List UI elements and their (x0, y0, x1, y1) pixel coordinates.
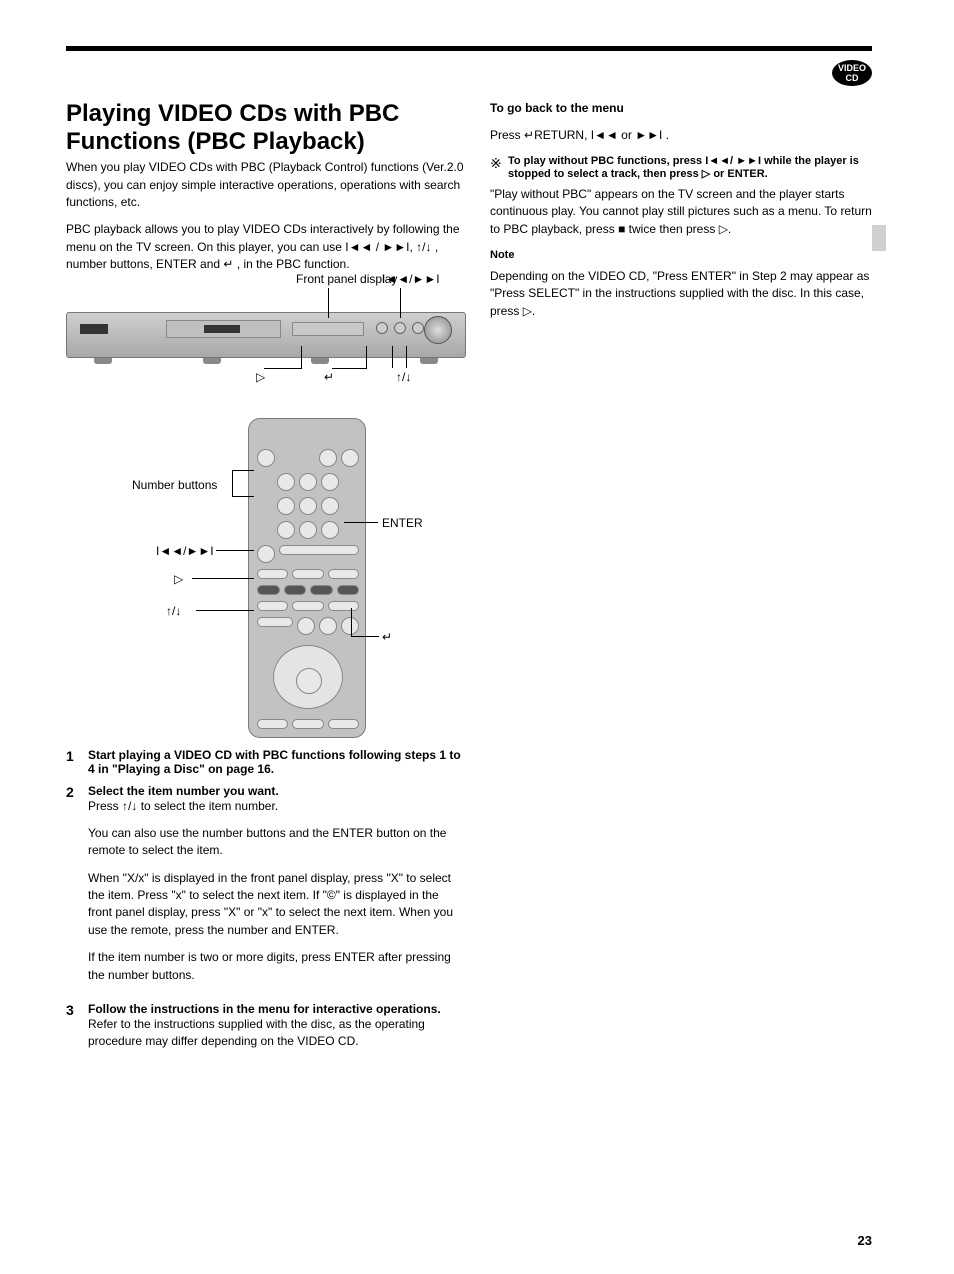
lead-return (366, 346, 367, 368)
rc-line-pn (216, 550, 254, 551)
step-num: 3 (66, 1002, 88, 1061)
step-body: Select the item number you want. (88, 784, 279, 798)
step-num: 2 (66, 784, 88, 995)
prev-icon: I◄◄ (345, 240, 372, 254)
return-heading: To go back to the menu (490, 100, 872, 117)
page-title: Playing VIDEO CDs with PBC Functions (PB… (66, 100, 466, 155)
up-icon: ↑ (122, 799, 128, 813)
prev-icon: I◄◄ (156, 544, 183, 558)
callout-play: ▷ (256, 370, 265, 384)
rc-enter: ENTER (382, 516, 423, 530)
rc-prev-next: I◄◄/►►I (156, 544, 214, 558)
player-buttons (376, 322, 424, 334)
player-jog-dial (424, 316, 452, 344)
step-body: Follow the instructions in the menu for … (88, 1002, 441, 1016)
rc-line-ret (351, 636, 379, 637)
rc-numbers: Number buttons (132, 478, 232, 492)
player-disc-slot (204, 325, 240, 333)
remote-body (248, 418, 366, 738)
next-icon: ►►I (412, 272, 439, 286)
rc-line-enter (344, 522, 378, 523)
tip-row: ※ To play without PBC functions, press I… (490, 155, 872, 180)
prev-icon: I◄◄ (591, 128, 618, 142)
top-rule (66, 46, 872, 51)
return-icon: ↵ (382, 630, 392, 644)
play-icon: ▷ (256, 370, 265, 384)
return-icon: ↵ (223, 257, 233, 271)
play-icon: ▷ (174, 572, 183, 586)
page-side-tab (872, 225, 886, 251)
page-number: 23 (858, 1233, 872, 1248)
step-detail: When "X/x" is displayed in the front pan… (88, 870, 466, 940)
lead-play (301, 346, 302, 368)
down-icon: ↓ (131, 799, 137, 813)
video-cd-badge: VIDEO CD (832, 60, 872, 86)
badge-line2: CD (845, 73, 858, 83)
play-icon: ▷ (702, 168, 710, 180)
right-column: To go back to the menu Press ↵RETURN, I◄… (490, 100, 872, 330)
callout-return: ↵ (324, 370, 334, 384)
down-icon: ↓ (426, 240, 432, 254)
note-label: Note (490, 248, 872, 264)
callout-prev-next: I◄◄/►►I (382, 272, 440, 286)
step-detail2: If the item number is two or more digits… (88, 949, 466, 984)
lead-prev-next (400, 288, 401, 318)
note-body: Depending on the VIDEO CD, "Press ENTER"… (490, 268, 872, 320)
up-icon: ↑ (166, 604, 172, 618)
intro-1: When you play VIDEO CDs with PBC (Playba… (66, 159, 466, 211)
tip-body: "Play without PBC" appears on the TV scr… (490, 186, 872, 238)
rc-line-num3 (232, 470, 233, 497)
down-icon: ↓ (405, 370, 411, 384)
step-sub: Press ↑/↓ to select the item number. (88, 798, 466, 815)
return-icon: ↵ (524, 128, 534, 142)
tip-label: To play without PBC functions, press I◄◄… (508, 155, 872, 180)
player-logo (80, 324, 108, 334)
rc-play: ▷ (174, 572, 183, 586)
step-3: 3 Follow the instructions in the menu fo… (66, 1002, 466, 1061)
player-diagram: Front panel display I◄◄/►►I ▷ ↵ ↑/↓ (66, 298, 466, 368)
rc-updown: ↑/↓ (166, 604, 181, 618)
return-body: Press ↵RETURN, I◄◄ or ►►I . (490, 127, 872, 144)
play-icon: ▷ (719, 222, 728, 236)
remote-inner (257, 449, 359, 729)
rc-line-num2 (232, 496, 254, 497)
step-body: Start playing a VIDEO CD with PBC functi… (88, 748, 461, 776)
intro-2: PBC playback allows you to play VIDEO CD… (66, 221, 466, 273)
rc-line-ret-v (351, 608, 352, 637)
next-icon: ►►I (736, 155, 761, 167)
play-icon: ▷ (523, 304, 532, 318)
prev-icon: I◄◄ (705, 155, 730, 167)
return-icon: ↵ (324, 370, 334, 384)
stop-icon: ■ (618, 222, 625, 236)
next-icon: ►►I (382, 240, 409, 254)
remote-diagram: Number buttons I◄◄/►►I ▷ ↑/↓ ENTER ↵ (176, 418, 436, 748)
left-column: Playing VIDEO CDs with PBC Functions (PB… (66, 100, 466, 1069)
rc-line-play (192, 578, 254, 579)
callout-updown: ↑/↓ (396, 370, 411, 384)
step-2: 2 Select the item number you want. Press… (66, 784, 466, 995)
rc-line-ud (196, 610, 254, 611)
lead-play-h (264, 368, 302, 369)
rc-return: ↵ (382, 630, 392, 644)
up-icon: ↑ (416, 240, 422, 254)
step-1: 1 Start playing a VIDEO CD with PBC func… (66, 748, 466, 776)
rc-line-num1 (232, 470, 254, 471)
lead-updown (392, 346, 393, 368)
lead-return-h (332, 368, 367, 369)
prev-icon: I◄◄ (382, 272, 409, 286)
next-icon: ►►I (186, 544, 213, 558)
step-sub: Refer to the instructions supplied with … (88, 1016, 466, 1051)
step-num: 1 (66, 748, 88, 776)
down-icon: ↓ (175, 604, 181, 618)
next-icon: ►►I (635, 128, 662, 142)
lead-front-panel (328, 288, 329, 318)
lead-updown2 (406, 346, 407, 368)
step-sub2: You can also use the number buttons and … (88, 825, 466, 860)
player-display (292, 322, 364, 336)
up-icon: ↑ (396, 370, 402, 384)
badge-line1: VIDEO (838, 63, 866, 73)
bulb-icon: ※ (490, 155, 508, 172)
